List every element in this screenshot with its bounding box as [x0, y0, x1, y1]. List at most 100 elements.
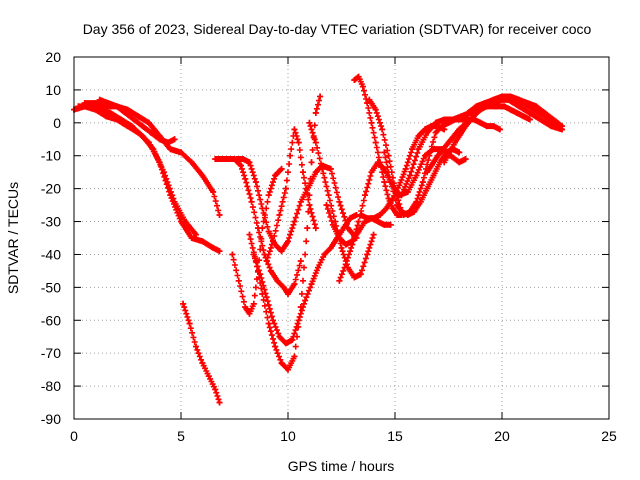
data-point	[297, 258, 304, 265]
data-point	[524, 100, 531, 107]
data-point	[96, 96, 103, 103]
y-tick-label: -70	[41, 345, 61, 361]
data-point	[263, 258, 270, 265]
series-track-19	[398, 103, 533, 199]
data-point	[368, 169, 375, 176]
data-point	[160, 169, 167, 176]
data-point	[456, 159, 463, 166]
data-point	[548, 123, 555, 130]
data-point	[295, 317, 302, 324]
data-point	[233, 156, 240, 163]
data-point	[426, 152, 433, 159]
data-point	[432, 129, 439, 136]
data-point	[75, 103, 82, 110]
data-point	[272, 343, 279, 350]
data-point	[171, 136, 178, 143]
data-point	[481, 100, 488, 107]
x-tick-label: 15	[387, 428, 403, 444]
data-point	[507, 93, 514, 100]
y-axis-label: SDTVAR / TECUs	[5, 182, 21, 294]
data-point	[336, 198, 343, 205]
data-point	[368, 119, 375, 126]
data-point	[165, 139, 172, 146]
x-tick-label: 25	[601, 428, 617, 444]
data-point	[389, 205, 396, 212]
data-point	[263, 294, 270, 301]
series-track-5	[180, 300, 223, 406]
data-point	[257, 271, 264, 278]
data-point	[295, 139, 302, 146]
data-point	[178, 149, 184, 156]
data-point	[246, 159, 253, 166]
data-point	[150, 146, 157, 153]
data-point	[501, 103, 508, 110]
data-point	[265, 320, 272, 327]
data-point	[366, 96, 373, 103]
data-point	[148, 129, 155, 136]
data-point	[282, 185, 289, 192]
data-point	[276, 211, 283, 218]
data-point	[285, 290, 291, 297]
data-point	[240, 156, 247, 163]
data-point	[351, 274, 358, 281]
data-point	[490, 96, 497, 103]
data-point	[413, 198, 420, 205]
data-point	[507, 106, 514, 113]
data-point	[451, 139, 458, 146]
data-point	[406, 208, 413, 215]
data-point	[250, 251, 257, 258]
data-point	[128, 123, 135, 130]
data-point	[246, 231, 253, 238]
data-point	[306, 182, 313, 189]
data-point	[359, 83, 366, 90]
y-tick-label: 10	[45, 82, 61, 98]
data-point	[473, 109, 480, 116]
data-point	[383, 205, 390, 212]
data-point	[308, 281, 315, 288]
data-point	[402, 165, 409, 172]
data-point	[312, 139, 319, 146]
data-point	[445, 139, 452, 146]
data-point	[321, 251, 328, 258]
data-point	[439, 123, 446, 130]
data-point	[199, 360, 206, 367]
data-point	[484, 123, 491, 130]
y-tick-label: -30	[41, 214, 61, 230]
x-tick-label: 20	[494, 428, 510, 444]
data-point	[381, 179, 388, 186]
data-point	[364, 251, 371, 258]
data-point	[252, 179, 259, 186]
y-tick-label: -60	[41, 312, 61, 328]
data-point	[349, 241, 356, 248]
data-point	[282, 340, 289, 347]
data-point	[220, 156, 227, 163]
data-point	[424, 169, 431, 176]
data-point	[81, 100, 88, 107]
y-tick-label: -10	[41, 148, 61, 164]
data-point	[520, 113, 527, 120]
data-point	[338, 244, 345, 251]
data-point	[135, 113, 142, 120]
data-point	[415, 132, 422, 139]
data-point	[381, 165, 388, 172]
data-point	[441, 116, 448, 123]
y-tick-label: 0	[53, 115, 61, 131]
data-point	[291, 218, 298, 225]
data-point	[210, 188, 217, 195]
data-point	[278, 165, 285, 172]
data-point	[312, 169, 319, 176]
data-point	[336, 235, 343, 241]
data-point	[477, 119, 484, 126]
data-point	[419, 179, 426, 186]
data-point	[329, 221, 336, 228]
data-point	[355, 218, 362, 225]
data-point	[379, 126, 386, 133]
data-point	[381, 221, 388, 228]
data-point	[558, 123, 565, 130]
data-point	[242, 304, 249, 311]
data-point	[351, 77, 358, 84]
data-point	[216, 399, 223, 406]
data-point	[364, 215, 371, 222]
data-point	[299, 169, 306, 176]
data-point	[107, 109, 114, 116]
